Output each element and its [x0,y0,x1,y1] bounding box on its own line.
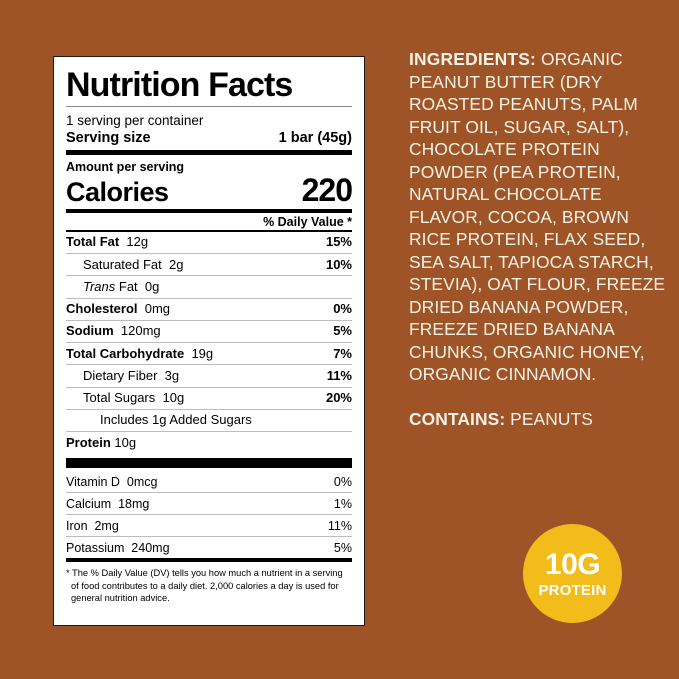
table-row: Trans Fat 0g [66,276,352,297]
nutrient-name: Sodium 120mg [66,323,161,339]
serving-size-value: 1 bar (45g) [278,129,352,146]
nutrient-amount: 120mg [113,323,161,339]
divider-nutrient [66,364,352,366]
calories-row: Calories 220 [66,171,353,209]
nutrient-daily-value: 10% [325,256,352,272]
nutrient-amount: 3g [157,367,180,383]
nutrient-daily-value: 0% [333,301,352,317]
divider-nutrient [66,342,352,344]
daily-value-header: % Daily Value * [263,214,352,229]
divider-vitamin [66,514,352,516]
nutrient-daily-value: 20% [325,390,352,406]
divider-before-protein [66,431,352,433]
vitamin-daily-value: 0% [333,474,352,489]
amount-per-serving-label: Amount per serving [66,159,185,174]
nutrient-amount: 0mg [137,301,171,317]
daily-value-footnote: * The % Daily Value (DV) tells you how m… [66,568,343,604]
nutrition-facts-panel: Nutrition Facts 1 serving per container … [53,56,365,626]
protein-badge-amount: 10G [544,547,601,581]
ingredients-block: INGREDIENTS: ORGANIC PEANUT BUTTER (DRY … [409,48,667,386]
nutrient-daily-value: 7% [333,345,352,361]
divider-vitamin [66,536,352,538]
divider-nutrient [66,319,352,321]
divider-calories [66,208,352,213]
divider-nutrient [66,297,352,299]
nutrient-name: Trans Fat 0g [83,278,160,294]
vitamin-list: Vitamin D 0mcg 0% Calcium 18mg 1% Iron 2mg 11… [66,471,352,558]
allergens-block: CONTAINS: PEANUTS [409,409,667,430]
calories-value: 220 [301,171,353,208]
table-row: Total Sugars 10g 20% [66,388,352,409]
nutrient-name: Includes 1g Added Sugars [100,412,252,428]
vitamin-name: Potassium 240mg [66,540,170,555]
table-row: Iron 2mg 11% [66,515,352,536]
table-row: Includes 1g Added Sugars [66,410,352,431]
ingredients-text: ORGANIC PEANUT BUTTER (DRY ROASTED PEANU… [409,49,666,385]
nutrient-name: Total Fat 12g [66,234,149,250]
divider-after-protein [66,458,352,469]
divider-serving [66,149,352,155]
allergens-heading: CONTAINS: [409,408,506,429]
serving-size-row: Serving size 1 bar (45g) [66,130,352,147]
table-row: Cholesterol 0mg 0% [66,299,352,320]
nutrient-amount: 10g [155,390,185,406]
divider-vitamin [66,492,352,494]
nutrient-daily-value: 5% [333,323,352,339]
divider-nutrient [66,253,352,255]
product-info-column: INGREDIENTS: ORGANIC PEANUT BUTTER (DRY … [409,48,667,430]
table-row: Potassium 240mg 5% [66,537,352,558]
table-row: Vitamin D 0mcg 0% [66,471,352,492]
vitamin-daily-value: 11% [327,518,352,533]
nutrient-amount: 2g [161,256,184,272]
divider-nutrient [66,275,352,277]
table-row: Dietary Fiber 3g 11% [66,365,352,386]
divider-nutrient [66,386,352,388]
table-row-protein: Protein 10g [66,432,352,454]
calories-label: Calories [66,176,169,207]
nutrient-name: Saturated Fat 2g [83,256,184,272]
nutrient-name: Cholesterol 0mg [66,301,171,317]
vitamin-daily-value: 1% [333,496,352,511]
nutrition-facts-title: Nutrition Facts [66,66,293,104]
divider-nutrient [66,408,352,410]
table-row: Calcium 18mg 1% [66,493,352,514]
nutrient-amount: 0g [137,278,160,294]
vitamin-name: Vitamin D 0mcg [66,474,158,489]
protein-badge-label: PROTEIN [538,581,607,599]
vitamin-name: Iron 2mg [66,518,119,533]
nutrient-daily-value: 15% [325,234,352,250]
divider-title [66,105,352,107]
nutrient-amount: 19g [184,345,214,361]
serving-size-label: Serving size [66,129,151,146]
nutrient-list: Total Fat 12g 15% Saturated Fat 2g 10% Trans… [66,232,352,431]
divider-before-footnote [66,558,352,563]
vitamin-name: Calcium 18mg [66,496,150,511]
nutrient-amount: 12g [119,234,149,250]
table-row: Saturated Fat 2g 10% [66,254,352,275]
trans-italic: Trans [83,278,116,294]
nutrient-name: Total Sugars 10g [83,390,185,406]
allergens-text: PEANUTS [505,408,593,429]
table-row: Total Carbohydrate 19g 7% [66,343,352,364]
table-row: Sodium 120mg 5% [66,321,352,342]
protein-label: Protein 10g [66,435,137,451]
servings-per-container: 1 serving per container [66,112,204,128]
nutrient-daily-value: 11% [326,367,352,383]
protein-badge: 10G PROTEIN [523,524,622,623]
nutrient-name: Total Carbohydrate 19g [66,345,214,361]
nutrient-name: Dietary Fiber 3g [83,367,180,383]
ingredients-heading: INGREDIENTS: [409,49,537,69]
vitamin-daily-value: 5% [333,540,352,555]
divider-dv-header [66,229,352,232]
table-row: Total Fat 12g 15% [66,232,352,253]
